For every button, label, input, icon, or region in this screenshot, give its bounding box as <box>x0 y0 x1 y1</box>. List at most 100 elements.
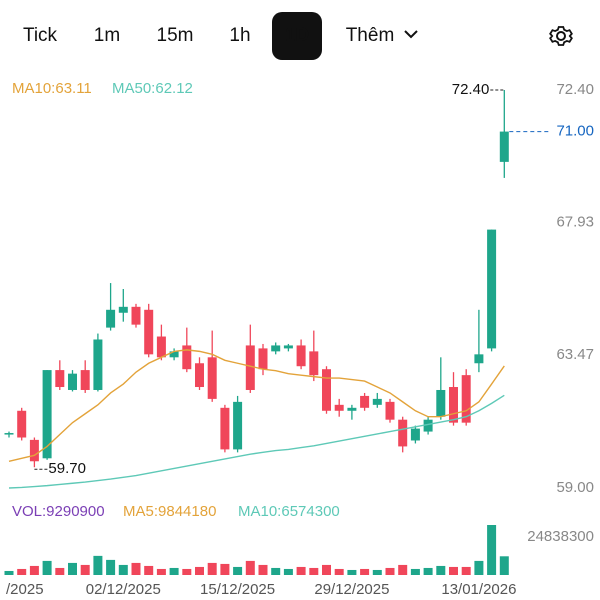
volume-bar <box>283 568 293 575</box>
candle-body <box>436 389 446 417</box>
volume-bar <box>131 562 141 575</box>
vol-legend: MA5:9844180 <box>123 503 216 520</box>
ma-line <box>8 349 505 462</box>
low-label: 59.70 <box>48 460 86 477</box>
candle-body <box>258 348 268 370</box>
candle-body <box>118 306 128 313</box>
tab[interactable]: Thêm <box>346 25 395 46</box>
volume-bar <box>17 568 27 575</box>
candle-body <box>410 428 420 441</box>
volume-bar <box>245 560 255 575</box>
candle-body <box>207 357 217 399</box>
volume-bar <box>347 569 357 575</box>
vol-tick-label: 24838300 <box>527 528 594 545</box>
volume-bar <box>233 566 243 575</box>
ma-legend: MA10:63.11 <box>12 80 92 97</box>
candle-body <box>360 395 370 408</box>
volume-bar <box>474 560 484 575</box>
candle-body <box>398 419 408 447</box>
volume-bar <box>410 568 420 575</box>
ma-legend: MA50:62.12 <box>112 80 193 97</box>
volume-bar <box>29 565 39 575</box>
candle-body <box>4 433 14 435</box>
vol-legend: MA10:6574300 <box>238 503 340 520</box>
candle-body <box>461 375 471 423</box>
candle-body <box>271 345 281 352</box>
y-tick-label: 63.47 <box>556 346 594 363</box>
candle-body <box>322 369 331 411</box>
x-tick-label: 15/12/2025 <box>200 581 275 598</box>
volume-bar <box>487 525 497 575</box>
candle-body <box>474 354 484 364</box>
volume-bar <box>258 564 268 575</box>
volume-bar <box>296 566 306 575</box>
tab[interactable]: Tick <box>23 25 58 46</box>
volume-bar <box>449 566 458 575</box>
candle-body <box>499 131 509 162</box>
volume-bar <box>271 567 281 575</box>
volume-bar <box>118 564 128 575</box>
chevron <box>404 30 418 39</box>
candle-body <box>93 339 103 390</box>
volume-bar <box>372 569 382 575</box>
x-tick-label: 29/12/2025 <box>314 581 389 598</box>
candle-body <box>347 407 357 411</box>
volume-bar <box>68 562 77 575</box>
candle-body <box>55 370 65 388</box>
volume-bar <box>398 564 408 575</box>
candle-body <box>487 229 497 349</box>
volume-bar <box>169 567 179 575</box>
y-tick-label: 72.40 <box>556 81 594 98</box>
volume-bar <box>182 568 192 575</box>
volume-bar <box>144 565 154 575</box>
tab[interactable]: 1h <box>229 25 250 46</box>
candle-body <box>449 387 458 423</box>
volume-bar <box>42 560 52 575</box>
candle-body <box>131 306 141 325</box>
y-tick-label: 67.93 <box>556 214 594 231</box>
volume-bar <box>423 567 433 575</box>
volume-bar <box>156 568 166 575</box>
volume-bar <box>4 570 14 575</box>
volume-bar <box>461 566 471 575</box>
high-label: 72.40 <box>452 81 490 98</box>
y-tick-label: 59.00 <box>556 479 594 496</box>
candle-body <box>68 373 77 390</box>
volume-bar <box>207 562 217 575</box>
x-tick-label: /2025 <box>6 581 44 598</box>
candle-body <box>423 419 433 432</box>
candle-body <box>233 401 243 450</box>
candle-body <box>156 336 166 358</box>
volume-bar <box>322 564 331 575</box>
volume-bar <box>106 559 116 575</box>
candle-body <box>372 398 382 405</box>
settings-icon[interactable] <box>549 26 573 46</box>
x-tick-label: 13/01/2026 <box>441 581 516 598</box>
candle-body <box>80 370 90 390</box>
ma-line <box>8 394 505 489</box>
candle-body <box>283 345 293 349</box>
candle-body <box>296 345 306 367</box>
volume-bar <box>436 565 446 575</box>
candle-body <box>144 309 154 355</box>
tab[interactable]: 15m <box>157 25 194 46</box>
tab[interactable]: 1D <box>285 25 309 46</box>
volume-bar <box>360 568 370 575</box>
last-price-label: 71.00 <box>556 123 594 140</box>
selected-tab-bg <box>272 12 322 60</box>
volume-bar <box>499 556 509 575</box>
volume-bar <box>55 567 65 575</box>
candle-body <box>42 370 52 459</box>
candle-body <box>220 407 230 450</box>
volume-bar <box>93 555 103 575</box>
tab[interactable]: 1m <box>94 25 120 46</box>
candle-body <box>169 351 179 358</box>
volume-bar <box>195 566 204 575</box>
x-tick-label: 02/12/2025 <box>86 581 161 598</box>
candle-body <box>29 439 39 462</box>
candle-body <box>195 363 204 388</box>
volume-bar <box>220 563 230 575</box>
volume-bar <box>334 568 344 575</box>
